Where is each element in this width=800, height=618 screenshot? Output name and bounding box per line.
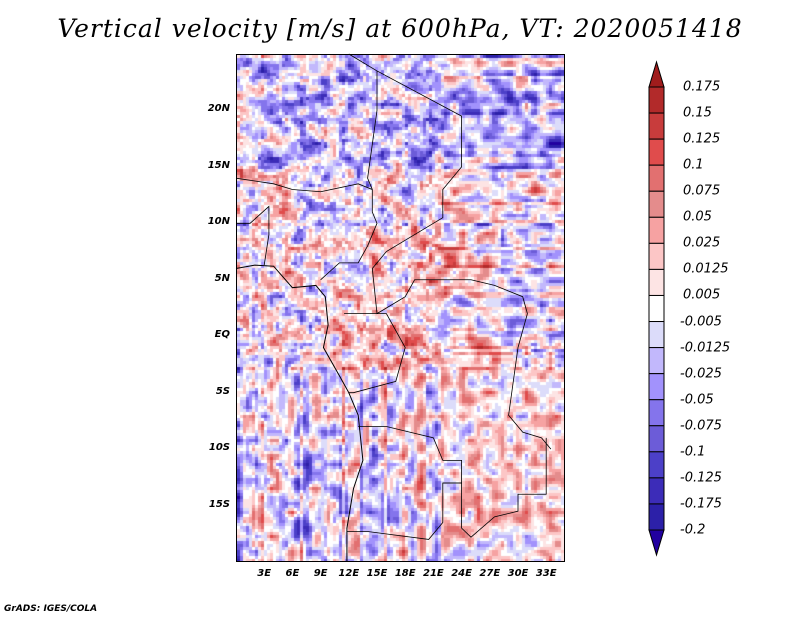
x-tick-label: 18E (394, 568, 416, 579)
colorbar-box (648, 321, 665, 349)
coastline (235, 264, 364, 562)
colorbar-label: 0.05 (683, 209, 712, 225)
country-border (235, 177, 373, 193)
colorbar-box (648, 373, 665, 401)
colorbar-label: 0.15 (683, 105, 712, 121)
colorbar-box (648, 425, 665, 453)
colorbar-box (648, 477, 665, 505)
colorbar-label: -0.025 (680, 366, 722, 382)
colorbar-box (648, 164, 665, 192)
x-tick-label: 6E (285, 568, 300, 579)
y-tick-label: 10S (208, 442, 230, 454)
country-border (236, 205, 270, 266)
colorbar-label: 0.1 (683, 157, 704, 173)
country-border (344, 313, 406, 394)
credit-label: GrADS: IGES/COLA (4, 604, 98, 614)
colorbar-label: -0.2 (680, 522, 706, 538)
colorbar-label: -0.175 (680, 496, 722, 512)
colorbar-box (648, 216, 665, 244)
colorbar-box (648, 268, 665, 296)
colorbar-bottom-arrow (648, 529, 665, 557)
x-tick-label: 30E (507, 568, 529, 579)
x-tick-label: 3E (257, 568, 272, 579)
x-tick-label: 12E (338, 568, 360, 579)
colorbar-label: -0.075 (680, 418, 722, 434)
colorbar-label: -0.05 (680, 392, 714, 408)
colorbar-label: 0.025 (683, 235, 721, 251)
colorbar-box (648, 399, 665, 427)
colorbar-box (648, 86, 665, 114)
y-tick-label: 15S (208, 498, 230, 510)
country-border (320, 70, 378, 281)
colorbar-label: -0.0125 (680, 340, 731, 356)
x-tick-label: 21E (423, 568, 444, 579)
x-tick-label: 24E (451, 568, 472, 579)
country-border (442, 437, 547, 538)
colorbar-box (648, 242, 665, 270)
y-tick-label: EQ (214, 329, 230, 341)
colorbar-top-arrow (648, 60, 665, 88)
colorbar-label: 0.075 (683, 183, 721, 199)
country-border (348, 53, 552, 450)
colorbar-label: -0.005 (680, 314, 722, 330)
x-tick-label: 15E (366, 568, 388, 579)
vertical-velocity-field (237, 55, 564, 561)
x-tick-label: 27E (479, 568, 501, 579)
colorbar-label: 0.0125 (683, 261, 729, 277)
colorbar-box (648, 347, 665, 375)
colorbar-label: 0.175 (683, 79, 721, 95)
chart-title: Vertical velocity [m/s] at 600hPa, VT: 2… (57, 14, 743, 43)
colorbar-box (648, 138, 665, 166)
y-tick-label: 5N (214, 272, 230, 284)
colorbar-box (648, 451, 665, 479)
colorbar-box (648, 503, 665, 531)
y-tick-label: 10N (207, 216, 230, 228)
colorbar-label: 0.005 (683, 287, 721, 303)
colorbar-label: 0.125 (683, 131, 721, 147)
x-tick-label: 33E (535, 568, 557, 579)
y-tick-label: 20N (207, 103, 230, 115)
colorbar-box (648, 112, 665, 140)
y-tick-label: 15N (207, 159, 230, 171)
map-plot-area (236, 54, 565, 562)
colorbar-label: -0.1 (680, 444, 706, 460)
x-tick-label: 9E (313, 568, 328, 579)
colorbar-label: -0.125 (680, 470, 722, 486)
colorbar-box (648, 190, 665, 218)
y-tick-label: 5S (215, 385, 230, 397)
colorbar-box (648, 294, 665, 323)
